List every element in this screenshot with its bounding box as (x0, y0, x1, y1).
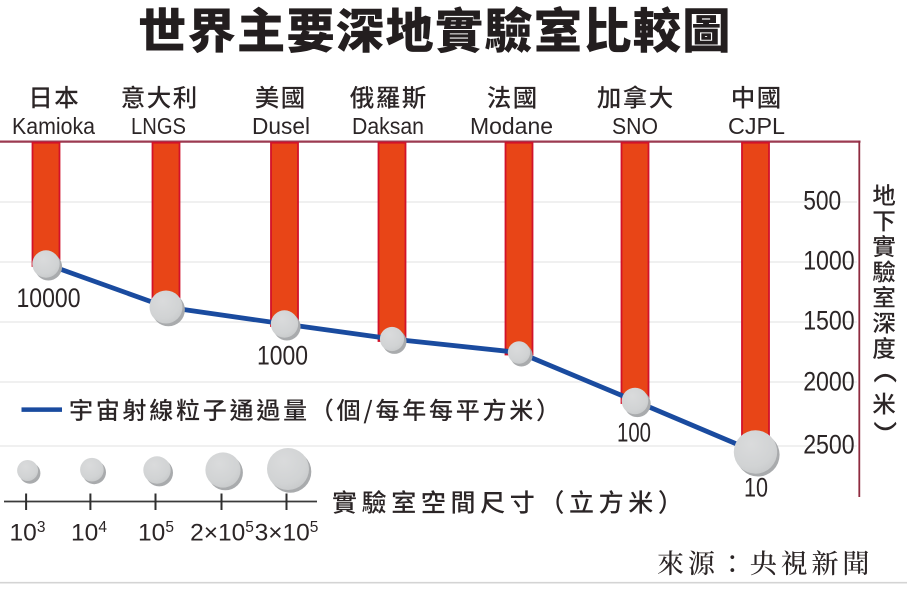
svg-text:2500: 2500 (803, 430, 855, 460)
svg-text:2×105: 2×105 (190, 519, 254, 546)
svg-text:SNO: SNO (612, 113, 658, 139)
svg-text:Modane: Modane (470, 113, 553, 139)
svg-text:10000: 10000 (17, 283, 81, 313)
svg-text:10: 10 (744, 473, 768, 503)
svg-text:1000: 1000 (803, 246, 855, 276)
svg-text:Kamioka: Kamioka (12, 113, 96, 139)
svg-text:500: 500 (803, 186, 841, 216)
svg-text:CJPL: CJPL (728, 113, 785, 139)
svg-text:1000: 1000 (257, 341, 308, 371)
svg-text:2000: 2000 (803, 367, 855, 397)
svg-text:Dusel: Dusel (252, 113, 310, 139)
svg-text:Daksan: Daksan (352, 113, 424, 139)
svg-text:3×105: 3×105 (255, 519, 319, 546)
svg-text:LNGS: LNGS (131, 113, 186, 139)
svg-text:100: 100 (617, 418, 651, 448)
svg-text:1500: 1500 (803, 306, 855, 336)
